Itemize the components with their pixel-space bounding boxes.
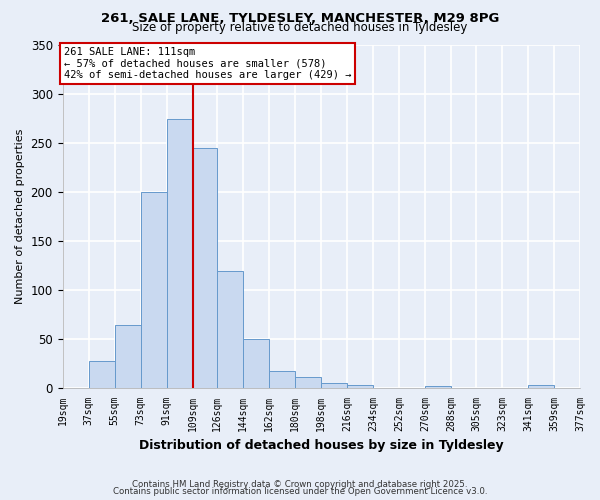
Bar <box>140 192 167 388</box>
Text: Contains HM Land Registry data © Crown copyright and database right 2025.: Contains HM Land Registry data © Crown c… <box>132 480 468 489</box>
X-axis label: Distribution of detached houses by size in Tyldesley: Distribution of detached houses by size … <box>139 440 503 452</box>
Bar <box>347 386 373 388</box>
Bar <box>243 339 269 388</box>
Bar <box>321 384 347 388</box>
Bar <box>528 386 554 388</box>
Bar <box>115 324 140 388</box>
Text: 261, SALE LANE, TYLDESLEY, MANCHESTER, M29 8PG: 261, SALE LANE, TYLDESLEY, MANCHESTER, M… <box>101 12 499 24</box>
Bar <box>425 386 451 388</box>
Text: Contains public sector information licensed under the Open Government Licence v3: Contains public sector information licen… <box>113 487 487 496</box>
Bar <box>89 361 115 388</box>
Bar <box>193 148 217 388</box>
Text: 261 SALE LANE: 111sqm
← 57% of detached houses are smaller (578)
42% of semi-det: 261 SALE LANE: 111sqm ← 57% of detached … <box>64 47 352 80</box>
Y-axis label: Number of detached properties: Number of detached properties <box>15 129 25 304</box>
Bar <box>295 378 321 388</box>
Bar <box>217 270 243 388</box>
Bar <box>167 118 193 388</box>
Text: Size of property relative to detached houses in Tyldesley: Size of property relative to detached ho… <box>133 22 467 35</box>
Bar <box>269 370 295 388</box>
